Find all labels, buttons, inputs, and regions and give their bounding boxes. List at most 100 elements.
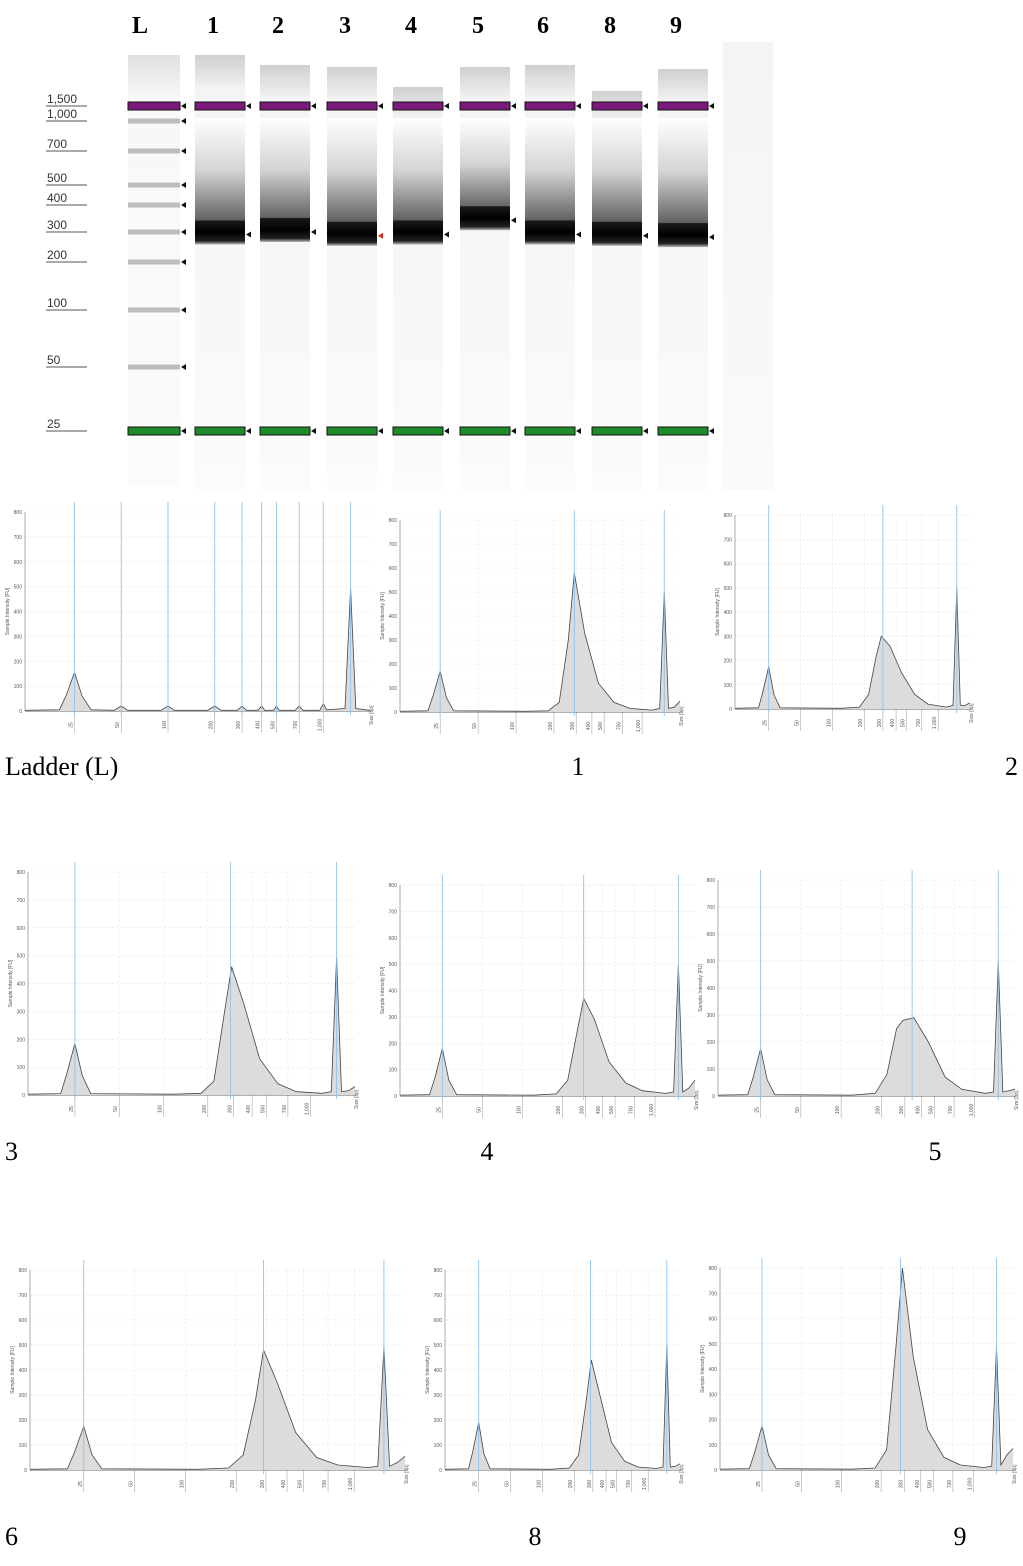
sample-band xyxy=(592,222,642,246)
ladder-band xyxy=(128,119,180,124)
lane-label: 5 xyxy=(472,13,484,39)
size-label: 50 xyxy=(47,353,61,367)
size-label: 300 xyxy=(47,218,67,232)
sample-band xyxy=(525,221,575,245)
ladder-band xyxy=(128,260,180,265)
lower-marker xyxy=(525,427,575,435)
y-tick-label: 200 xyxy=(724,659,733,665)
x-tick-label: 400 xyxy=(246,1105,252,1114)
panel-caption: 8 xyxy=(529,1522,542,1551)
x-tick-label: 1,000 xyxy=(969,1104,975,1117)
x-tick-label: 100 xyxy=(835,1480,841,1489)
x-tick-label: 50 xyxy=(505,1481,511,1487)
x-tick-label: 300 xyxy=(570,722,576,731)
lane-label: 9 xyxy=(670,13,682,39)
y-tick-label: 500 xyxy=(707,959,716,965)
y-tick-label: 100 xyxy=(707,1067,716,1073)
panel-caption: 1 xyxy=(572,752,585,781)
y-tick-label: 500 xyxy=(19,1343,28,1349)
x-tick-label: 200 xyxy=(556,1106,562,1115)
x-tick-label: 400 xyxy=(890,719,896,728)
y-axis-label: Sample Intensity [FU] xyxy=(425,1345,431,1393)
y-tick-label: 700 xyxy=(709,1291,718,1297)
upper-marker xyxy=(658,102,708,110)
y-tick-label: 600 xyxy=(724,562,733,568)
x-tick-label: 500 xyxy=(271,721,277,730)
lane-label: 6 xyxy=(537,13,549,39)
x-tick-label: 50 xyxy=(476,1107,482,1113)
x-tick-label: 100 xyxy=(516,1106,522,1115)
x-tick-label: 500 xyxy=(609,1106,615,1115)
size-label: 100 xyxy=(47,296,67,310)
ladder-band xyxy=(128,427,180,435)
smear xyxy=(260,118,310,232)
sample-band xyxy=(260,218,310,242)
x-tick-label: 700 xyxy=(293,721,299,730)
y-tick-label: 800 xyxy=(724,513,733,519)
sample-band xyxy=(393,221,443,245)
y-tick-label: 700 xyxy=(434,1293,443,1299)
panel-caption: 6 xyxy=(5,1522,18,1551)
y-tick-label: 800 xyxy=(17,870,26,876)
x-tick-label: 50 xyxy=(472,723,478,729)
lane-label: L xyxy=(132,13,148,39)
y-axis-label: Sample Intensity [FU] xyxy=(8,959,14,1007)
x-tick-label: 200 xyxy=(568,1480,574,1489)
lane-label: 4 xyxy=(405,13,417,39)
y-tick-label: 600 xyxy=(389,936,398,942)
x-tick-label: 100 xyxy=(826,719,832,728)
y-tick-label: 300 xyxy=(724,634,733,640)
x-tick-label: 500 xyxy=(598,722,604,731)
y-tick-label: 300 xyxy=(389,1015,398,1021)
upper-marker xyxy=(327,102,377,110)
y-tick-label: 700 xyxy=(707,905,716,911)
x-tick-label: 1,000 xyxy=(649,1104,655,1117)
y-tick-label: 700 xyxy=(389,542,398,548)
x-tick-label: 300 xyxy=(580,1106,586,1115)
size-label: 1,000 xyxy=(47,107,77,121)
y-tick-label: 200 xyxy=(17,1037,26,1043)
y-tick-label: 500 xyxy=(389,590,398,596)
y-tick-label: 100 xyxy=(19,1443,28,1449)
y-tick-label: 600 xyxy=(389,566,398,572)
panel-caption: 5 xyxy=(929,1137,942,1166)
y-tick-label: 800 xyxy=(434,1268,443,1274)
y-tick-label: 700 xyxy=(724,537,733,543)
size-label: 1,500 xyxy=(47,92,77,106)
x-tick-label: 300 xyxy=(260,1480,266,1489)
upper-marker xyxy=(260,102,310,110)
x-tick-label: 100 xyxy=(158,1105,164,1114)
x-tick-label: 400 xyxy=(596,1106,602,1115)
y-tick-label: 800 xyxy=(19,1268,28,1274)
y-tick-label: 500 xyxy=(709,1342,718,1348)
ladder-band xyxy=(128,183,180,188)
x-tick-label: 700 xyxy=(628,1106,634,1115)
y-tick-label: 100 xyxy=(14,684,23,690)
upper-marker xyxy=(195,102,245,110)
panel-caption: 9 xyxy=(954,1522,967,1551)
x-tick-label: 300 xyxy=(877,719,883,728)
x-tick-label: 1,000 xyxy=(967,1478,973,1491)
panel-caption: 4 xyxy=(481,1137,494,1166)
y-tick-label: 0 xyxy=(394,1094,397,1100)
x-tick-label: 100 xyxy=(510,722,516,731)
x-tick-label: 1,000 xyxy=(636,720,642,733)
y-tick-label: 500 xyxy=(17,954,26,960)
x-tick-label: 200 xyxy=(875,1480,881,1489)
y-tick-label: 300 xyxy=(389,638,398,644)
sample-band xyxy=(658,223,708,247)
x-tick-label: 300 xyxy=(228,1105,234,1114)
x-tick-label: 400 xyxy=(281,1480,287,1489)
x-tick-label: 700 xyxy=(947,1480,953,1489)
x-tick-label: 200 xyxy=(230,1480,236,1489)
x-tick-label: 700 xyxy=(916,719,922,728)
y-tick-label: 700 xyxy=(19,1293,28,1299)
lane-label: 3 xyxy=(339,13,351,39)
lower-marker xyxy=(393,427,443,435)
lower-marker xyxy=(195,427,245,435)
x-tick-label: 100 xyxy=(162,721,168,730)
x-tick-label: 25 xyxy=(68,722,74,728)
y-tick-label: 0 xyxy=(439,1468,442,1474)
blank-lane xyxy=(723,42,773,490)
x-tick-label: 50 xyxy=(113,1106,119,1112)
